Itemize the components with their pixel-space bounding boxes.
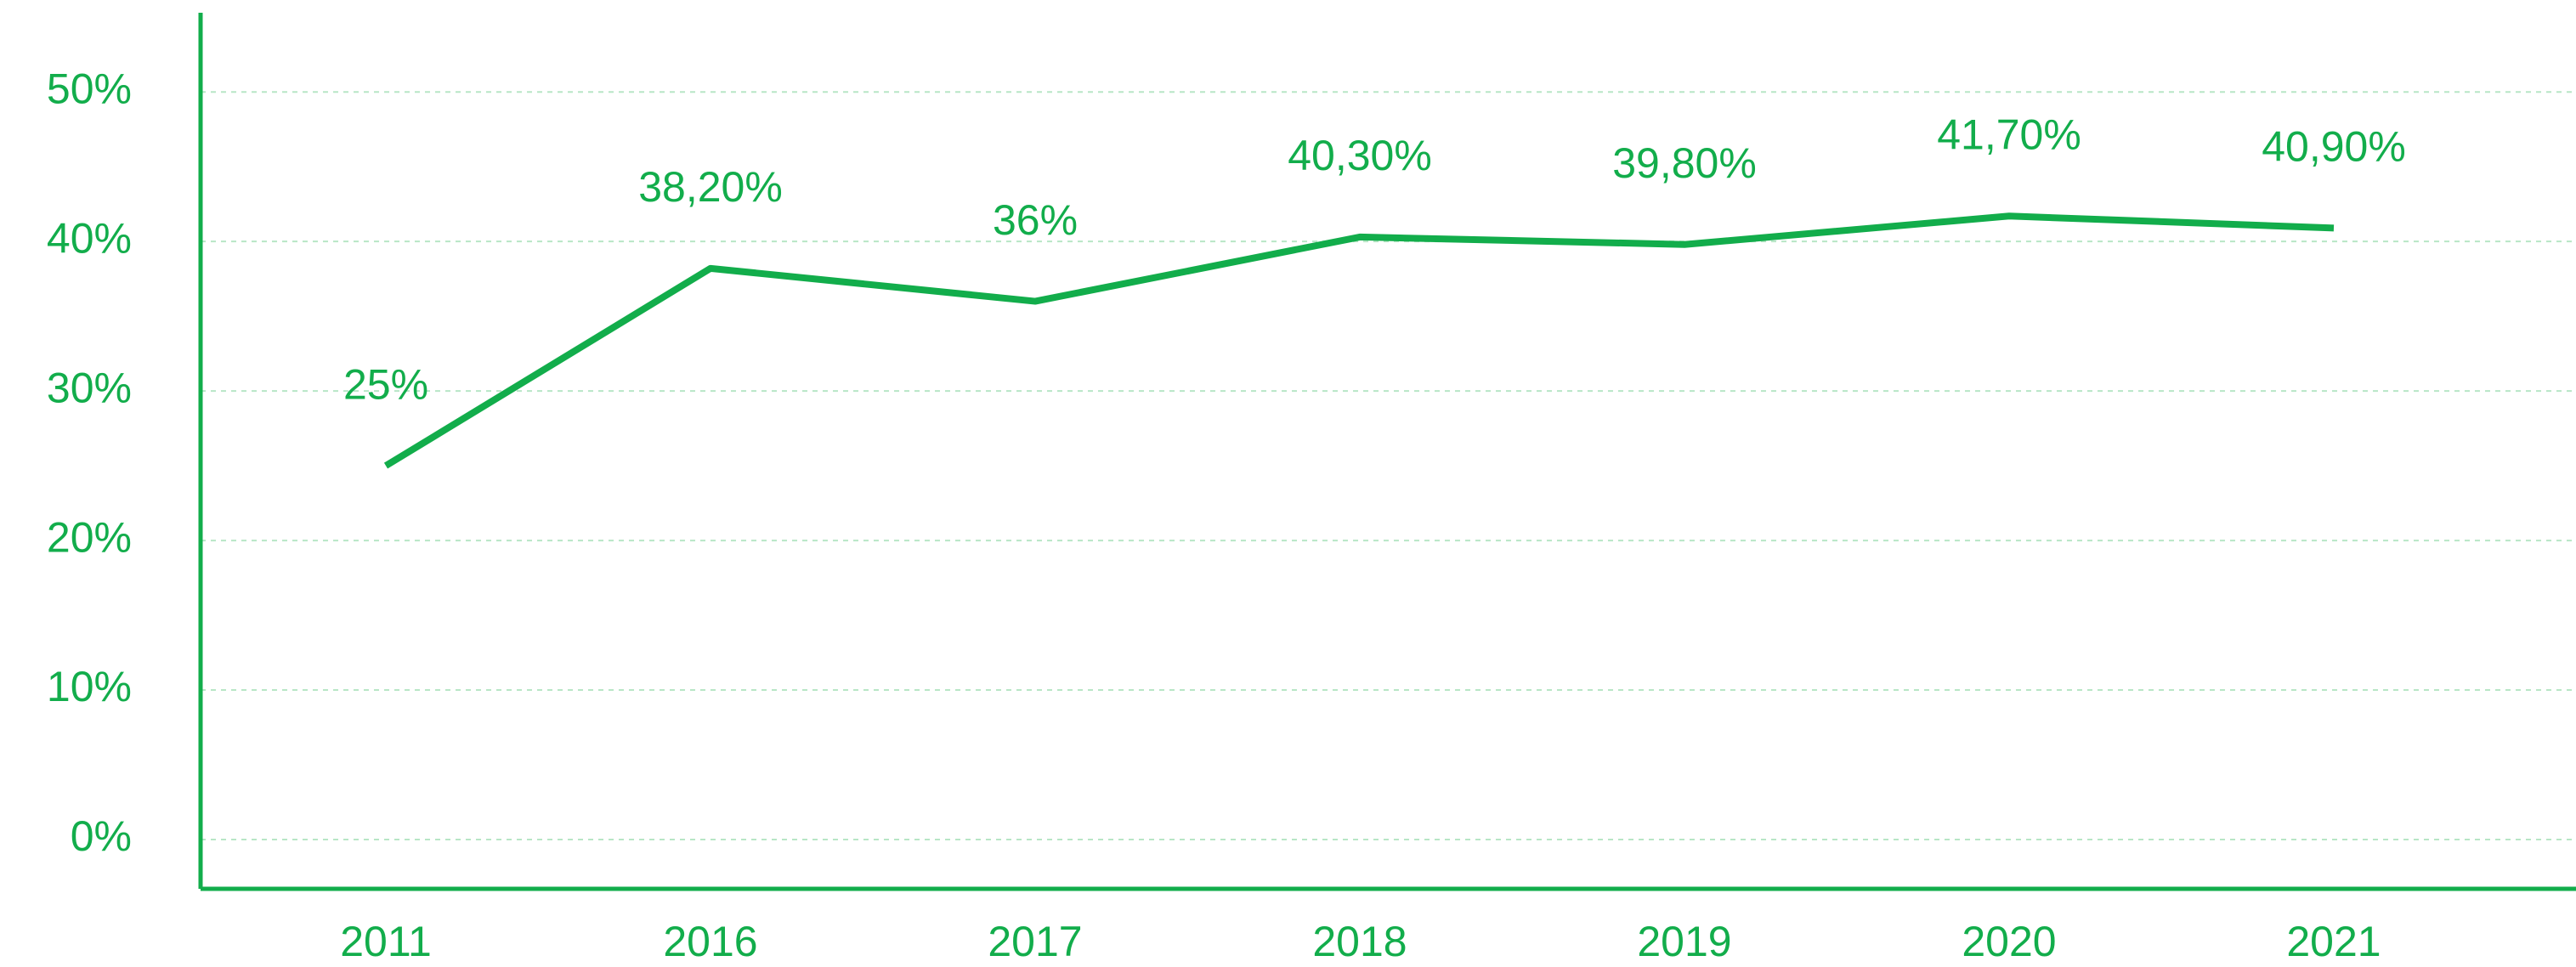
data-label: 41,70% [1937, 110, 2081, 158]
x-tick-label: 2017 [988, 918, 1082, 965]
x-tick-label: 2018 [1312, 918, 1407, 965]
x-tick-label: 2016 [663, 918, 757, 965]
x-tick-label: 2021 [2286, 918, 2381, 965]
x-tick-label: 2019 [1637, 918, 1731, 965]
y-tick-label: 50% [47, 65, 132, 112]
y-tick-label: 0% [71, 812, 132, 860]
y-tick-label: 20% [47, 513, 132, 561]
data-label: 36% [993, 196, 1078, 244]
y-tick-label: 30% [47, 364, 132, 411]
data-label: 38,20% [638, 163, 783, 211]
data-label: 40,30% [1288, 132, 1432, 179]
data-label: 40,90% [2262, 123, 2406, 171]
x-tick-label: 2011 [340, 918, 432, 965]
y-tick-label: 10% [47, 663, 132, 710]
data-label: 39,80% [1612, 139, 1757, 187]
y-tick-label: 40% [47, 214, 132, 262]
x-tick-label: 2020 [1962, 918, 2056, 965]
data-line [383, 212, 2335, 469]
data-label: 25% [343, 360, 428, 408]
